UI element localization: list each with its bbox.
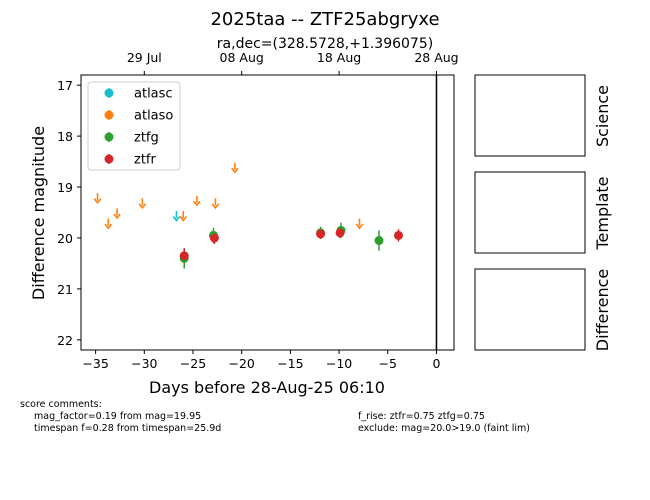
x-tick-label: −10 (326, 356, 352, 371)
legend-label: atlasc (134, 87, 173, 102)
score-comment-right-1: f_rise: ztfr=0.75 ztfg=0.75 (358, 411, 485, 422)
cutout-panels: Science Template Difference (474, 74, 612, 351)
ztfr-point (335, 228, 345, 238)
score-comments-header: score comments: (20, 399, 102, 410)
legend-marker (104, 88, 114, 98)
panel-difference (474, 268, 586, 351)
top-tick-label: 18 Aug (317, 50, 361, 65)
top-tick-label: 08 Aug (220, 50, 264, 65)
atlaso-limit-arrow (179, 216, 188, 222)
atlaso-limit-arrow (138, 203, 147, 210)
atlaso-limit-arrow (211, 203, 220, 210)
y-axis-label: Difference magnitude (29, 126, 48, 300)
plot-frame (80, 74, 455, 351)
y-tick-label: 17 (57, 78, 73, 93)
legend-label: ztfg (134, 131, 159, 146)
y-tick-label: 18 (57, 129, 73, 144)
ztfg-point (374, 236, 384, 246)
atlaso-limit-arrow (355, 223, 364, 230)
legend-marker (104, 110, 114, 120)
chart-subtitle: ra,dec=(328.5728,+1.396075) (217, 36, 433, 52)
y-tick-label: 19 (57, 180, 73, 195)
top-axis: 29 Jul 08 Aug 18 Aug 28 Aug (127, 50, 459, 75)
ztfr-point (393, 230, 403, 240)
x-tick-label: −20 (228, 356, 254, 371)
legend-box (87, 81, 181, 171)
panel-science (474, 74, 586, 157)
x-tick-label: −5 (379, 356, 397, 371)
score-comment-left-1: mag_factor=0.19 from mag=19.95 (34, 411, 202, 422)
x-tick-label: −35 (82, 356, 108, 371)
legend: atlasc atlaso ztfg ztfr (87, 81, 181, 171)
legend-label: ztfr (134, 153, 156, 168)
panel-label: Science (593, 85, 612, 147)
x-tick-label: −30 (131, 356, 157, 371)
score-comment-left-2: timespan f=0.28 from timespan=25.9d (34, 423, 222, 434)
axes: −35 −30 −25 −20 −15 −10 −5 0 17 18 19 20 21 22 (57, 75, 440, 371)
x-tick-label: −25 (180, 356, 206, 371)
legend-marker (104, 132, 114, 142)
top-tick-label: 28 Aug (414, 50, 458, 65)
data-markers (93, 162, 403, 263)
legend-marker (104, 154, 114, 164)
atlaso-limit-arrow (104, 223, 113, 230)
y-tick-label: 20 (57, 231, 73, 246)
error-bars (183, 222, 400, 269)
ztfr-point (179, 251, 189, 261)
atlasc-limit-arrow (172, 216, 181, 222)
x-tick-label: −15 (277, 356, 303, 371)
ztfr-point (316, 229, 326, 239)
panel-label: Difference (593, 269, 612, 351)
atlaso-limit-arrow (193, 200, 201, 207)
y-tick-label: 22 (57, 333, 73, 348)
score-comment-right-2: exclude: mag=20.0>19.0 (faint lim) (358, 423, 530, 434)
ztfr-point (209, 233, 219, 243)
legend-label: atlaso (134, 109, 173, 124)
panel-template (474, 171, 586, 254)
chart-title: 2025taa -- ZTF25abgryxe (210, 9, 439, 30)
top-tick-label: 29 Jul (127, 50, 162, 65)
panel-label: Template (593, 176, 612, 250)
x-tick-label: 0 (432, 356, 440, 371)
atlaso-limit-arrow (93, 198, 102, 205)
atlaso-limit-arrow (113, 213, 121, 220)
x-axis-label: Days before 28-Aug-25 06:10 (149, 378, 385, 397)
atlaso-limit-arrow (231, 167, 239, 174)
y-tick-label: 21 (57, 282, 73, 297)
